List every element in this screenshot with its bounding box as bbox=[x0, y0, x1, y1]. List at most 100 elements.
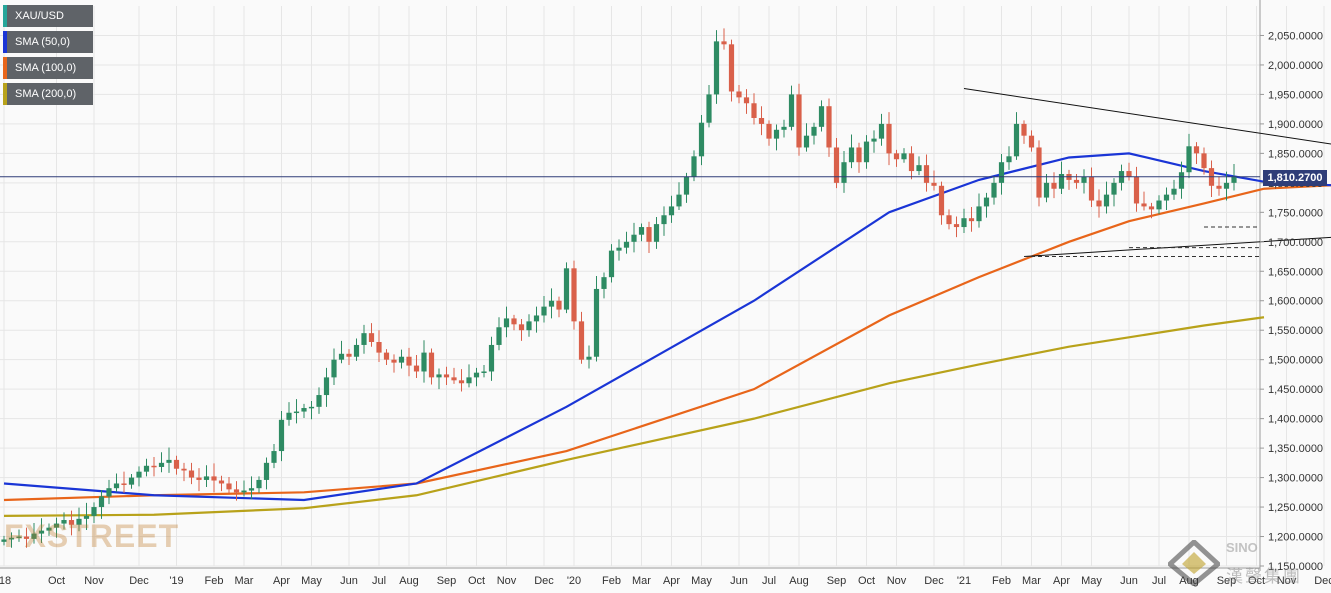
candle-body bbox=[578, 321, 585, 360]
sino-latin: SINO bbox=[1226, 540, 1258, 555]
candle-body bbox=[1148, 206, 1155, 210]
x-tick-label: '21 bbox=[957, 575, 971, 587]
x-tick-label: Oct bbox=[1248, 575, 1265, 587]
candle-body bbox=[203, 476, 210, 480]
candle-body bbox=[886, 123, 892, 154]
candle-body bbox=[691, 156, 697, 177]
y-tick-label: 1,700.0000 bbox=[1268, 237, 1323, 249]
legend-label: XAU/USD bbox=[15, 10, 64, 22]
candle-body bbox=[1006, 156, 1012, 163]
candle-body bbox=[421, 352, 427, 372]
legend-item-sma100[interactable]: SMA (100,0) bbox=[3, 57, 93, 79]
current-price-badge: 1,810.2700 bbox=[1263, 170, 1327, 186]
legend-label: SMA (200,0) bbox=[15, 88, 77, 100]
candle-body bbox=[136, 471, 142, 478]
candle-body bbox=[391, 359, 397, 363]
x-tick-label: '19 bbox=[169, 575, 183, 587]
candle-body bbox=[751, 103, 757, 118]
candle-body bbox=[488, 344, 495, 372]
x-tick-label: Jul bbox=[372, 575, 386, 587]
candle-body bbox=[331, 359, 337, 378]
y-tick-label: 1,600.0000 bbox=[1268, 296, 1323, 308]
candle-body bbox=[848, 147, 855, 163]
candle-body bbox=[248, 488, 255, 491]
candle-body bbox=[256, 479, 262, 489]
candle-body bbox=[31, 533, 37, 539]
candle-body bbox=[1058, 174, 1065, 189]
candle-body bbox=[991, 182, 997, 198]
candle-body bbox=[683, 176, 690, 195]
candle-body bbox=[908, 153, 915, 172]
x-tick-label: Jun bbox=[1120, 575, 1138, 587]
candle-body bbox=[586, 356, 592, 360]
candle-body bbox=[466, 377, 472, 384]
candle-body bbox=[413, 365, 420, 372]
candle-body bbox=[61, 520, 67, 524]
y-tick-label: 2,000.0000 bbox=[1268, 60, 1323, 72]
y-tick-label: 1,750.0000 bbox=[1268, 207, 1323, 219]
candle-body bbox=[496, 327, 502, 345]
fxstreet-watermark: FXSTREET bbox=[4, 518, 180, 554]
candle-body bbox=[1133, 176, 1140, 204]
y-tick-label: 1,250.0000 bbox=[1268, 502, 1323, 514]
candle-body bbox=[1013, 123, 1020, 157]
legend-item-sma200[interactable]: SMA (200,0) bbox=[3, 83, 93, 105]
candle-body bbox=[976, 206, 982, 222]
candle-body bbox=[1028, 135, 1035, 148]
candle-body bbox=[563, 268, 570, 310]
candle-body bbox=[773, 129, 780, 139]
candle-body bbox=[661, 215, 667, 225]
candle-body bbox=[1163, 194, 1170, 201]
candle-body bbox=[878, 123, 885, 139]
candle-body bbox=[1201, 153, 1207, 169]
candle-body bbox=[803, 135, 810, 148]
candle-body bbox=[481, 371, 487, 373]
x-tick-label: Nov bbox=[887, 575, 907, 587]
candle-body bbox=[263, 462, 270, 480]
candle-body bbox=[46, 527, 52, 531]
legend-swatch bbox=[3, 83, 7, 105]
y-tick-label: 1,350.0000 bbox=[1268, 443, 1323, 455]
candle-body bbox=[436, 374, 442, 378]
candle-body bbox=[443, 374, 450, 378]
sino-chinese: 漢聲集團 bbox=[1226, 567, 1302, 586]
candle-body bbox=[781, 126, 787, 130]
candle-body bbox=[1231, 176, 1237, 183]
legend-swatch bbox=[3, 57, 7, 79]
candle-body bbox=[98, 496, 105, 508]
candle-body bbox=[233, 489, 240, 493]
candle-body bbox=[1223, 182, 1230, 189]
legend-swatch bbox=[3, 5, 7, 27]
candle-body bbox=[788, 94, 795, 127]
y-tick-label: 1,400.0000 bbox=[1268, 414, 1323, 426]
candle-body bbox=[121, 483, 127, 485]
candle-body bbox=[196, 477, 202, 480]
x-tick-label: Nov bbox=[1277, 575, 1297, 587]
candle-body bbox=[1096, 200, 1102, 207]
candle-body bbox=[818, 106, 825, 127]
candle-body bbox=[173, 459, 180, 469]
candle-body bbox=[983, 197, 990, 207]
x-tick-label: Dec bbox=[1314, 575, 1331, 587]
x-tick-label: Nov bbox=[84, 575, 104, 587]
candle-body bbox=[316, 395, 322, 407]
y-tick-label: 1,950.0000 bbox=[1268, 89, 1323, 101]
candle-body bbox=[1178, 172, 1185, 189]
legend-item-sma50[interactable]: SMA (50,0) bbox=[3, 31, 93, 53]
candle-body bbox=[631, 234, 637, 242]
candle-body bbox=[1, 539, 7, 542]
candle-body bbox=[241, 490, 247, 493]
x-tick-label: Dec bbox=[924, 575, 944, 587]
legend-item-xauusd[interactable]: XAU/USD bbox=[3, 5, 93, 27]
candle-body bbox=[376, 342, 382, 353]
x-tick-label: Jul bbox=[762, 575, 776, 587]
candle-body bbox=[533, 315, 540, 322]
x-tick-label: Sep bbox=[827, 575, 847, 587]
x-tick-label: Jul bbox=[1152, 575, 1166, 587]
x-tick-label: Sep bbox=[437, 575, 457, 587]
x-tick-label: Mar bbox=[1022, 575, 1041, 587]
candle-body bbox=[938, 185, 945, 216]
candle-body bbox=[113, 483, 120, 489]
sma-100-line bbox=[3, 184, 1331, 502]
